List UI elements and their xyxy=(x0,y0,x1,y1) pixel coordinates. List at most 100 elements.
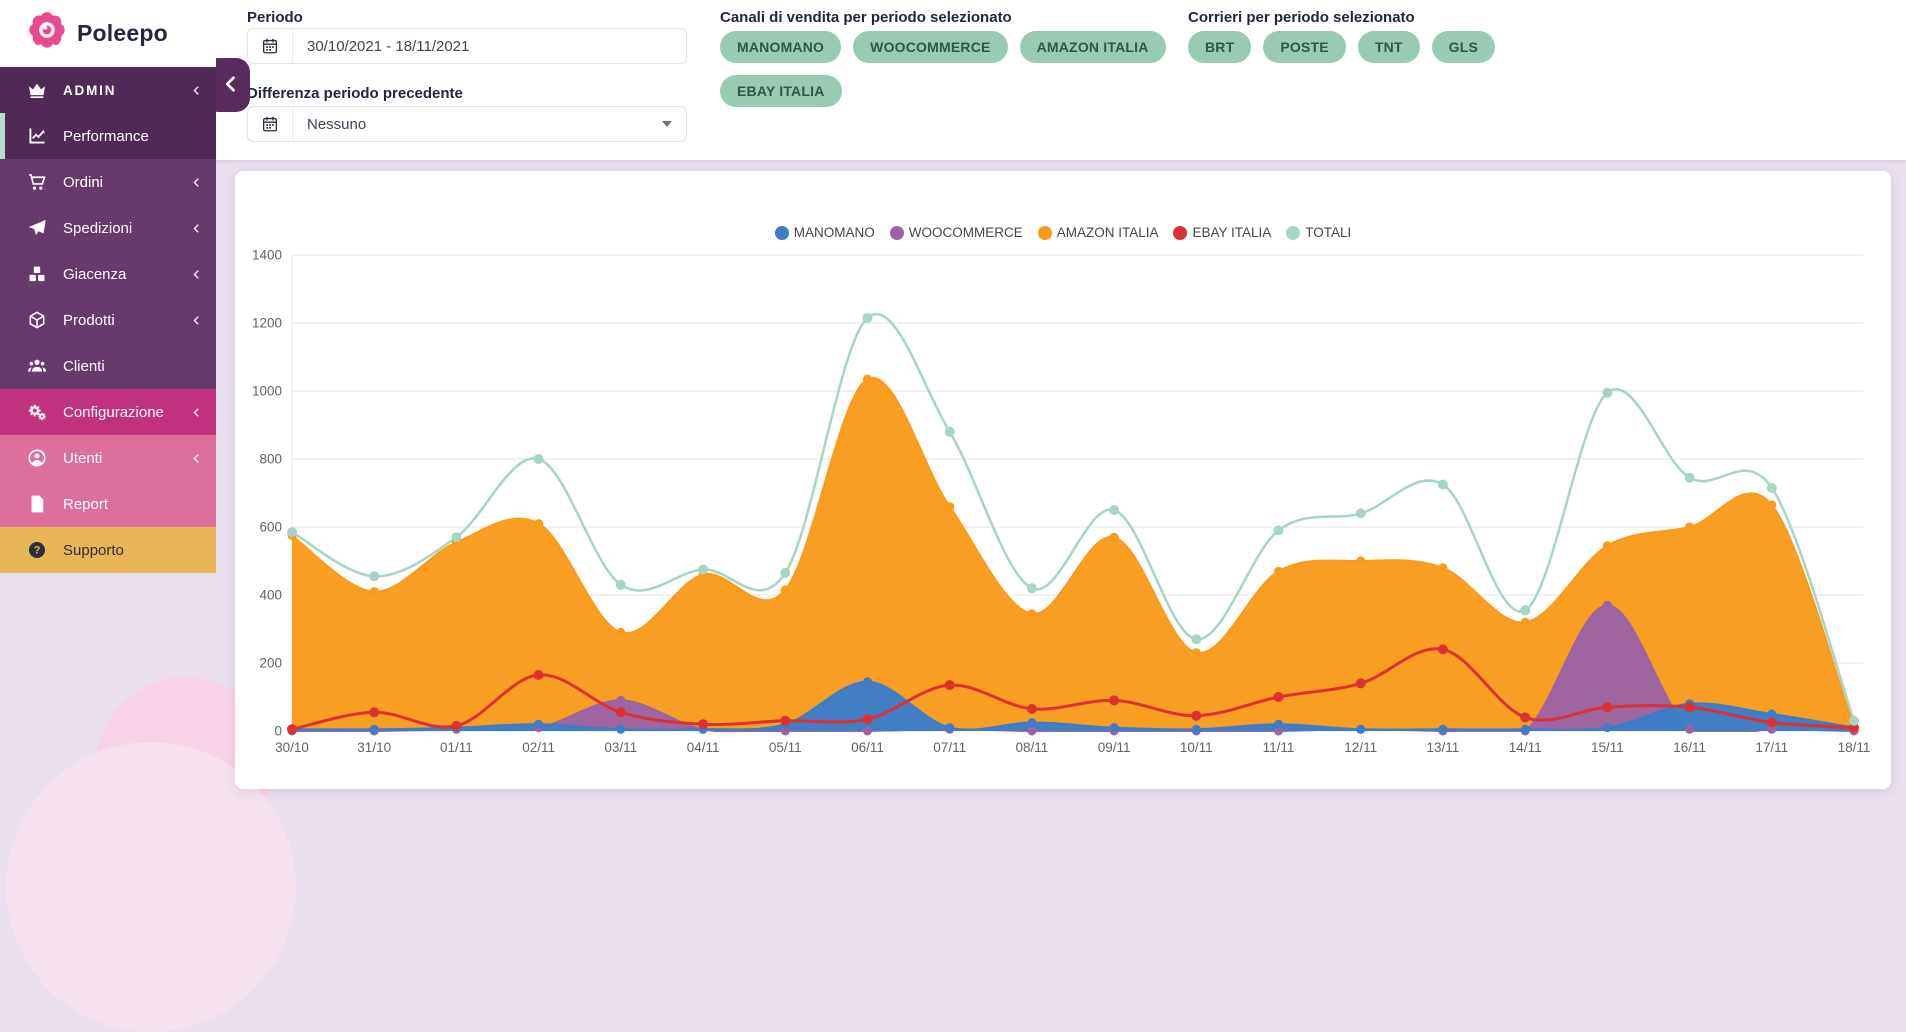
chart-legend: MANOMANO WOOCOMMERCE AMAZON ITALIA EBAY ITA… xyxy=(235,225,1891,240)
sidebar-item-report[interactable]: Report xyxy=(0,481,216,527)
svg-text:07/11: 07/11 xyxy=(933,740,966,755)
legend-item-totali[interactable]: TOTALI xyxy=(1286,225,1351,240)
sidebar-item-label: Utenti xyxy=(63,449,103,467)
sidebar-item-configurazione[interactable]: Configurazione xyxy=(0,389,216,435)
series-manomano xyxy=(291,680,1855,731)
legend-label: MANOMANO xyxy=(793,225,875,240)
chip-amazon-italia[interactable]: AMAZON ITALIA xyxy=(1019,31,1166,63)
corrieri-chip-list: BRT POSTE TNT GLS xyxy=(1188,31,1548,63)
legend-dot xyxy=(889,225,904,240)
svg-text:600: 600 xyxy=(259,520,282,535)
svg-text:16/11: 16/11 xyxy=(1673,740,1706,755)
chevron-left-icon xyxy=(191,85,202,96)
chevron-left-icon xyxy=(221,74,241,97)
paper-plane-icon xyxy=(26,218,48,238)
chip-poste[interactable]: POSTE xyxy=(1263,31,1346,63)
svg-text:02/11: 02/11 xyxy=(522,740,555,755)
sidebar-item-spedizioni[interactable]: Spedizioni xyxy=(0,205,216,251)
sidebar-item-supporto[interactable]: ? Supporto xyxy=(0,527,216,573)
sidebar-item-label: Prodotti xyxy=(63,311,115,329)
legend-item-ebay-italia[interactable]: EBAY ITALIA xyxy=(1173,225,1271,240)
legend-item-amazon-italia[interactable]: AMAZON ITALIA xyxy=(1037,225,1159,240)
legend-item-manomano[interactable]: MANOMANO xyxy=(774,225,875,240)
chip-brt[interactable]: BRT xyxy=(1188,31,1252,63)
chip-manomano[interactable]: MANOMANO xyxy=(720,31,842,63)
chip-tnt[interactable]: TNT xyxy=(1357,31,1420,63)
legend-label: TOTALI xyxy=(1305,225,1352,240)
svg-text:12/11: 12/11 xyxy=(1344,740,1377,755)
chip-woocommerce[interactable]: WOOCOMMERCE xyxy=(853,31,1008,63)
sidebar-item-giacenza[interactable]: Giacenza xyxy=(0,251,216,297)
calendar-icon xyxy=(248,107,293,141)
cart-icon xyxy=(26,172,48,192)
svg-text:06/11: 06/11 xyxy=(851,740,884,755)
legend-dot xyxy=(1286,225,1301,240)
differenza-label: Differenza periodo precedente xyxy=(247,85,463,102)
series-totali-points xyxy=(287,312,1859,726)
differenza-select[interactable]: Nessuno xyxy=(247,106,687,142)
periodo-value: 30/10/2021 - 18/11/2021 xyxy=(307,37,470,55)
svg-text:30/10: 30/10 xyxy=(275,740,309,755)
periodo-date-range-input[interactable]: 30/10/2021 - 18/11/2021 xyxy=(247,28,687,64)
legend-label: AMAZON ITALIA xyxy=(1056,225,1159,240)
brand-name: Poleepo xyxy=(77,20,168,46)
chart-card: 0 200 400 600 800 1000 1200 1400 30/10 31/10 01/11… xyxy=(235,171,1891,789)
sidebar-item-label: Supporto xyxy=(63,541,124,559)
chevron-left-icon xyxy=(191,269,202,280)
chevron-left-icon xyxy=(191,407,202,418)
svg-text:18/11: 18/11 xyxy=(1838,740,1871,755)
chevron-left-icon xyxy=(191,223,202,234)
user-circle-icon xyxy=(26,448,48,468)
chart-line-icon xyxy=(26,126,48,146)
performance-chart: 0 200 400 600 800 1000 1200 1400 30/10 31/10 01/11… xyxy=(252,248,1871,756)
corrieri-label: Corrieri per periodo selezionato xyxy=(1188,9,1415,26)
svg-text:03/11: 03/11 xyxy=(604,740,637,755)
logo[interactable]: Poleepo xyxy=(0,0,216,67)
series-ebay-italia-points xyxy=(287,644,1859,735)
svg-text:800: 800 xyxy=(259,452,282,467)
file-icon xyxy=(26,494,48,514)
svg-text:14/11: 14/11 xyxy=(1509,740,1542,755)
sidebar-nav: ADMIN Performance Ordini Spedizioni Giacenza… xyxy=(0,67,216,573)
question-circle-icon: ? xyxy=(26,540,48,560)
sidebar-item-clienti[interactable]: Clienti xyxy=(0,343,216,389)
chevron-left-icon xyxy=(191,177,202,188)
differenza-value: Nessuno xyxy=(307,115,367,133)
sidebar-item-label: Configurazione xyxy=(63,403,164,421)
chevron-left-icon xyxy=(191,315,202,326)
legend-label: WOOCOMMERCE xyxy=(908,225,1023,240)
legend-dot xyxy=(1037,225,1052,240)
sidebar-item-label: Clienti xyxy=(63,357,105,375)
svg-text:?: ? xyxy=(34,545,41,557)
sidebar-item-label: ADMIN xyxy=(63,82,117,98)
periodo-label: Periodo xyxy=(247,9,303,26)
svg-text:08/11: 08/11 xyxy=(1016,740,1049,755)
svg-text:1200: 1200 xyxy=(252,316,282,331)
svg-text:1000: 1000 xyxy=(252,384,282,399)
legend-dot xyxy=(774,225,789,240)
sidebar-item-label: Spedizioni xyxy=(63,219,133,237)
svg-text:11/11: 11/11 xyxy=(1263,740,1295,755)
sidebar-item-prodotti[interactable]: Prodotti xyxy=(0,297,216,343)
svg-text:17/11: 17/11 xyxy=(1755,740,1788,755)
legend-item-woocommerce[interactable]: WOOCOMMERCE xyxy=(889,225,1023,240)
svg-text:1400: 1400 xyxy=(252,248,282,263)
svg-text:15/11: 15/11 xyxy=(1591,740,1624,755)
boxes-icon xyxy=(26,264,48,284)
svg-text:200: 200 xyxy=(259,656,282,671)
chevron-left-icon xyxy=(191,453,202,464)
filter-header: Periodo 30/10/2021 - 18/11/2021 Differen… xyxy=(216,0,1906,160)
canali-chip-list: MANOMANO WOOCOMMERCE AMAZON ITALIA EBAY ITA… xyxy=(720,31,1190,107)
chip-gls[interactable]: GLS xyxy=(1431,31,1496,63)
sidebar-item-performance[interactable]: Performance xyxy=(0,113,216,159)
svg-text:10/11: 10/11 xyxy=(1180,740,1213,755)
chip-ebay-italia[interactable]: EBAY ITALIA xyxy=(720,75,842,107)
sidebar-item-ordini[interactable]: Ordini xyxy=(0,159,216,205)
sidebar-item-utenti[interactable]: Utenti xyxy=(0,435,216,481)
sidebar-item-label: Ordini xyxy=(63,173,104,191)
calendar-icon xyxy=(248,29,293,63)
sidebar: Poleepo ADMIN Performance Ordini Spedizioni… xyxy=(0,0,216,573)
sidebar-item-admin[interactable]: ADMIN xyxy=(0,67,216,113)
svg-text:09/11: 09/11 xyxy=(1098,740,1131,755)
crown-icon xyxy=(26,80,48,100)
